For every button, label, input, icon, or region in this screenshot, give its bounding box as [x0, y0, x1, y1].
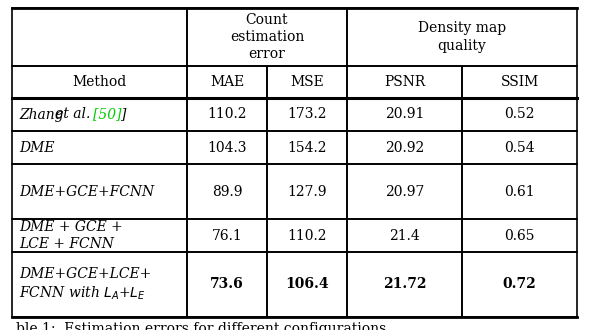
- Text: 73.6: 73.6: [210, 278, 244, 291]
- Text: ble 1:  Estimation errors for different configurations: ble 1: Estimation errors for different c…: [16, 322, 386, 330]
- Text: 0.54: 0.54: [504, 141, 535, 154]
- Text: MSE: MSE: [290, 75, 324, 89]
- Text: 110.2: 110.2: [287, 228, 327, 243]
- Text: et al.: et al.: [55, 108, 90, 121]
- Text: DME+GCE+LCE+
FCNN with $L_A$+$L_E$: DME+GCE+LCE+ FCNN with $L_A$+$L_E$: [19, 267, 151, 302]
- Text: 127.9: 127.9: [287, 184, 327, 199]
- Text: 20.97: 20.97: [385, 184, 424, 199]
- Text: Density map
quality: Density map quality: [418, 21, 506, 53]
- Text: DME: DME: [19, 141, 54, 154]
- Text: PSNR: PSNR: [384, 75, 425, 89]
- Text: SSIM: SSIM: [500, 75, 539, 89]
- Text: 106.4: 106.4: [285, 278, 329, 291]
- Text: 0.52: 0.52: [504, 108, 535, 121]
- Text: 110.2: 110.2: [207, 108, 247, 121]
- Text: 104.3: 104.3: [207, 141, 247, 154]
- Text: ]: ]: [120, 108, 125, 121]
- Text: [50]: [50]: [93, 108, 122, 121]
- Text: 154.2: 154.2: [287, 141, 327, 154]
- Text: 76.1: 76.1: [212, 228, 242, 243]
- Text: 21.4: 21.4: [389, 228, 420, 243]
- Text: DME + GCE +
LCE + FCNN: DME + GCE + LCE + FCNN: [19, 220, 123, 251]
- Text: 0.61: 0.61: [504, 184, 535, 199]
- Text: 173.2: 173.2: [287, 108, 327, 121]
- Text: Count
estimation
error: Count estimation error: [230, 13, 304, 61]
- Text: MAE: MAE: [210, 75, 244, 89]
- Text: 0.72: 0.72: [503, 278, 536, 291]
- Text: Method: Method: [73, 75, 127, 89]
- Text: 0.65: 0.65: [504, 228, 535, 243]
- Text: 21.72: 21.72: [383, 278, 426, 291]
- Text: DME+GCE+FCNN: DME+GCE+FCNN: [19, 184, 154, 199]
- Text: Zhang: Zhang: [19, 108, 68, 121]
- Text: 20.91: 20.91: [385, 108, 424, 121]
- Text: 20.92: 20.92: [385, 141, 424, 154]
- Text: 89.9: 89.9: [212, 184, 242, 199]
